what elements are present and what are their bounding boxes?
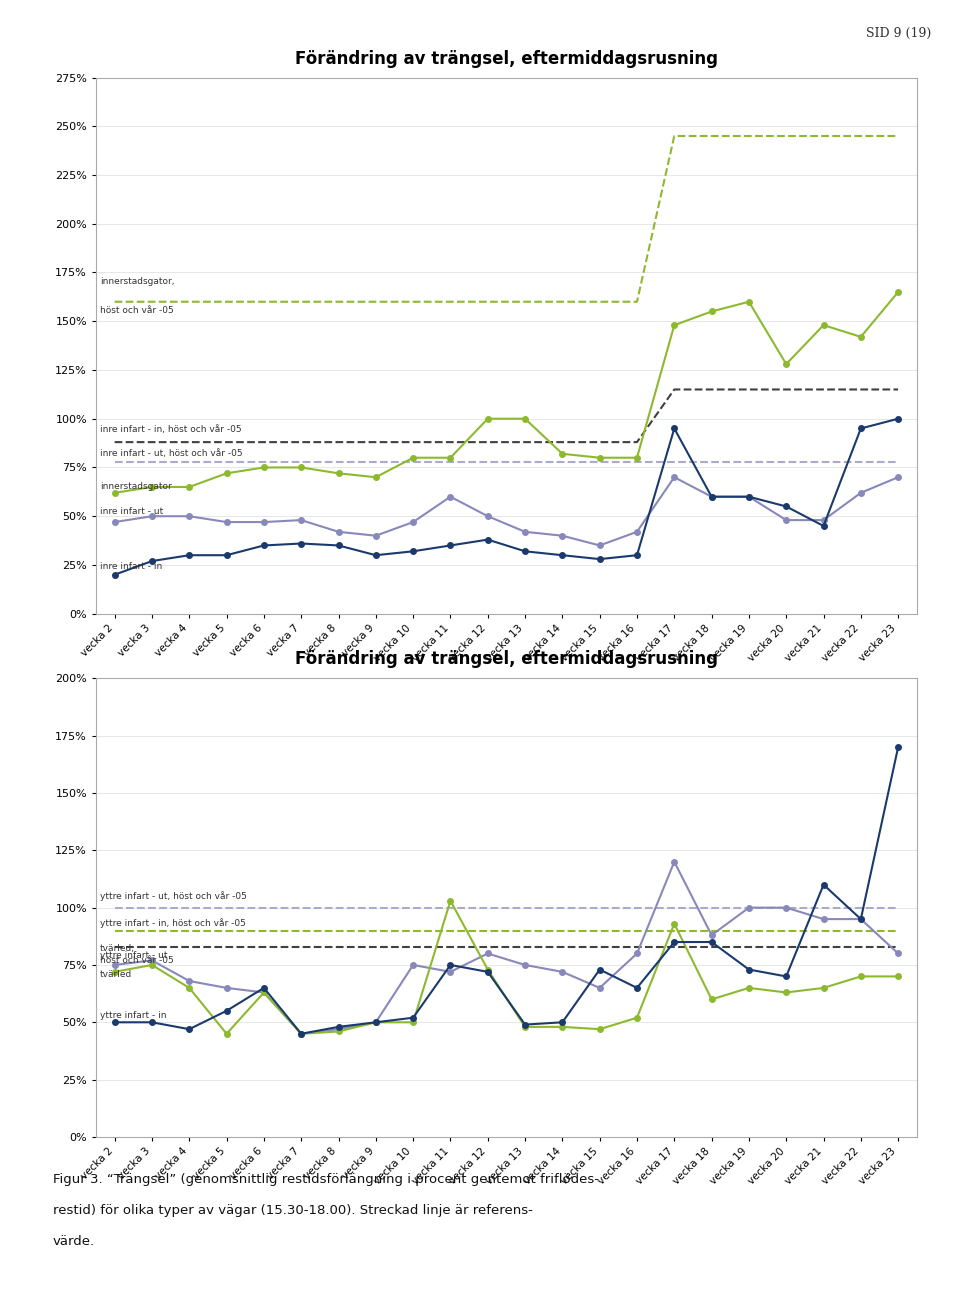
Text: yttre infart - in, höst och vår -05: yttre infart - in, höst och vår -05 <box>100 919 246 928</box>
Title: Förändring av trängsel, eftermiddagsrusning: Förändring av trängsel, eftermiddagsrusn… <box>295 49 718 67</box>
Text: inre infart - ut, höst och vår -05: inre infart - ut, höst och vår -05 <box>100 448 243 457</box>
Text: yttre infart - ut, höst och vår -05: yttre infart - ut, höst och vår -05 <box>100 891 247 901</box>
Text: värde.: värde. <box>53 1235 95 1248</box>
Text: restid) för olika typer av vägar (15.30-18.00). Streckad linje är referens-: restid) för olika typer av vägar (15.30-… <box>53 1204 533 1217</box>
Text: tvärled: tvärled <box>100 969 132 978</box>
Text: inre infart - in: inre infart - in <box>100 562 162 571</box>
Text: inre infart - ut: inre infart - ut <box>100 508 163 517</box>
Text: Figur 3. “Trängsel” (genomsnittlig restidsförlängning i procent gentemot friflöd: Figur 3. “Trängsel” (genomsnittlig resti… <box>53 1173 599 1186</box>
Text: höst och vår -05: höst och vår -05 <box>100 306 174 315</box>
Text: SID 9 (19): SID 9 (19) <box>866 27 931 40</box>
Text: yttre infart - in: yttre infart - in <box>100 1012 167 1019</box>
Title: Förändring av trängsel, eftermiddagsrusning: Förändring av trängsel, eftermiddagsrusn… <box>295 650 718 668</box>
Text: innerstadsgator,: innerstadsgator, <box>100 278 175 286</box>
Text: höst och vår -05: höst och vår -05 <box>100 956 174 965</box>
Text: inre infart - in, höst och vår -05: inre infart - in, höst och vår -05 <box>100 425 242 434</box>
Text: innerstadsgator: innerstadsgator <box>100 482 172 491</box>
Text: yttre infart - ut: yttre infart - ut <box>100 951 168 960</box>
Text: tvärled,: tvärled, <box>100 944 135 953</box>
